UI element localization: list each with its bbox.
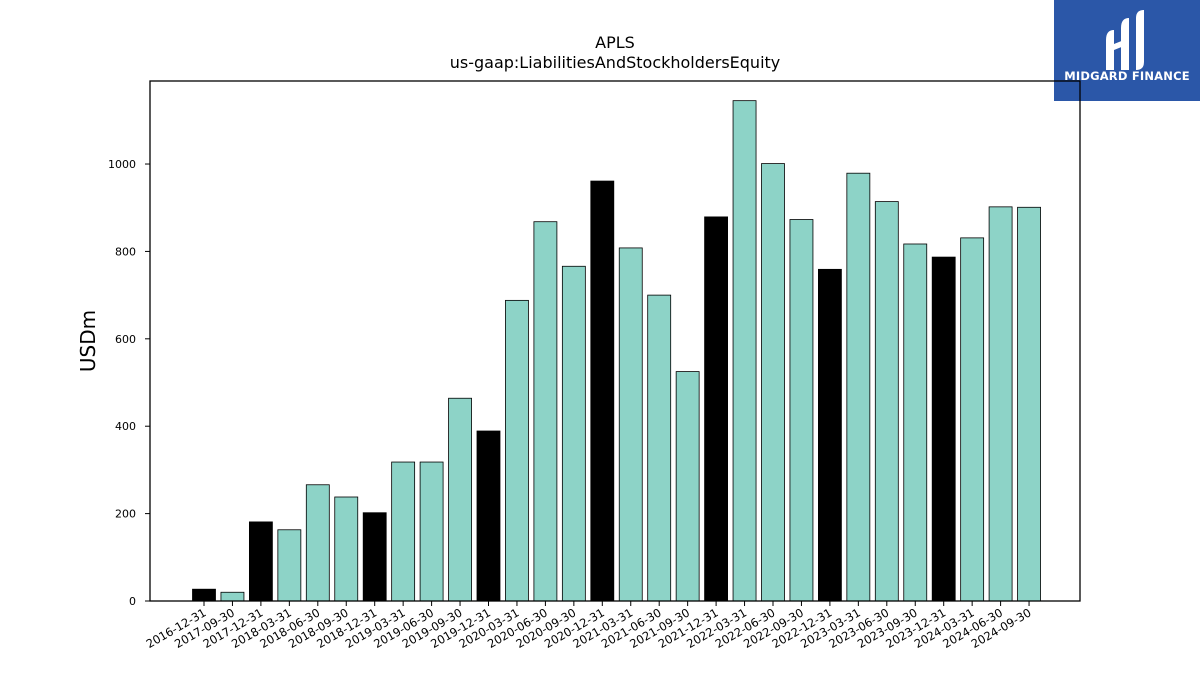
y-tick-label: 400 (115, 420, 136, 433)
bar-2021-09-30 (675, 371, 700, 602)
bar-2021-03-31 (618, 247, 643, 602)
bar-2018-09-30 (334, 496, 359, 602)
bar-2024-09-30 (1017, 206, 1041, 602)
logo-text: MIDGARD FINANCE (1064, 69, 1190, 83)
bar-2020-06-30 (533, 221, 558, 602)
chart-title: APLS (595, 33, 635, 52)
bar-2024-03-31 (960, 237, 985, 602)
y-axis-label: USDm (76, 310, 100, 372)
bar-2023-03-31 (846, 172, 871, 602)
bar-2019-12-31 (476, 430, 501, 602)
bar-2017-12-31 (248, 521, 273, 602)
bar-2019-06-30 (419, 461, 444, 602)
x-axis: 2016-12-312017-09-302017-12-312018-03-31… (144, 601, 1034, 651)
bar-2017-09-30 (220, 591, 245, 602)
bar-2018-06-30 (305, 484, 330, 602)
bar-2022-06-30 (761, 163, 785, 602)
bar-2022-12-31 (818, 268, 842, 602)
bar-2018-12-31 (362, 512, 387, 602)
bar-2020-03-31 (505, 299, 529, 602)
bar-2023-09-30 (903, 243, 928, 602)
y-tick-label: 600 (115, 333, 136, 346)
midgard-logo-icon (1106, 10, 1144, 70)
bar-2024-06-30 (988, 206, 1013, 602)
y-tick-label: 0 (129, 595, 136, 608)
brand-logo: MIDGARD FINANCE (1054, 0, 1200, 101)
bar-2023-06-30 (874, 201, 899, 602)
bar-2022-09-30 (789, 219, 814, 602)
bar-2021-06-30 (647, 294, 672, 602)
bar-2018-03-31 (277, 529, 302, 602)
bar-2016-12-31 (192, 588, 216, 602)
bar-2022-03-31 (732, 100, 757, 602)
chart-subtitle: us-gaap:LiabilitiesAndStockholdersEquity (449, 53, 781, 72)
bar-2021-12-31 (704, 216, 728, 602)
plot-frame (149, 80, 1081, 602)
bar-2023-12-31 (931, 256, 956, 602)
bar-2019-09-30 (448, 397, 472, 602)
y-tick-label: 200 (115, 508, 136, 521)
bar-2019-03-31 (391, 461, 416, 602)
y-tick-label: 800 (115, 245, 136, 258)
bar-2020-09-30 (561, 265, 586, 602)
y-tick-label: 1000 (108, 158, 136, 171)
bar-2020-12-31 (590, 180, 615, 602)
y-axis: 0 200 400 600 800 1000 (108, 158, 150, 608)
bars-group (192, 100, 1041, 602)
